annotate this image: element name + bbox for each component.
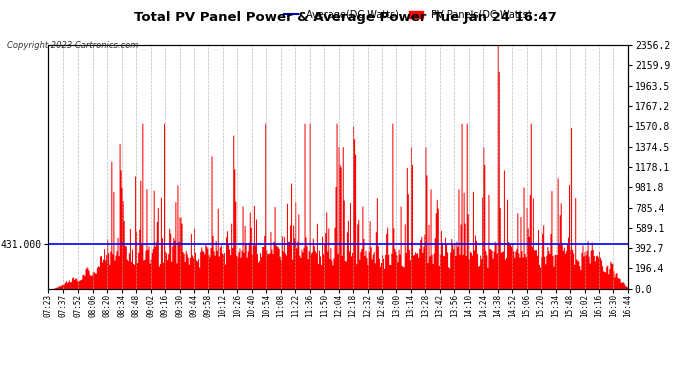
Text: Total PV Panel Power & Average Power Tue Jan 24 16:47: Total PV Panel Power & Average Power Tue… [134,11,556,24]
Legend: Average(DC Watts), PV Panels(DC Watts): Average(DC Watts), PV Panels(DC Watts) [280,6,535,24]
Text: Copyright 2023 Cartronics.com: Copyright 2023 Cartronics.com [7,41,138,50]
